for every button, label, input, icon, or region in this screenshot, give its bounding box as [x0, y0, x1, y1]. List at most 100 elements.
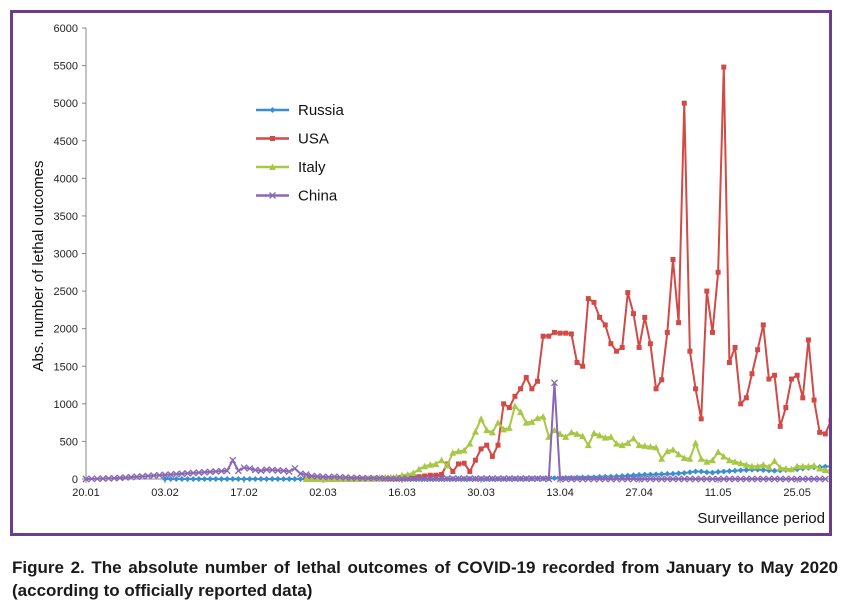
data-point-italy — [703, 458, 711, 465]
y-tick-label: 4000 — [54, 173, 78, 185]
data-point-italy — [449, 449, 457, 456]
data-point-usa — [822, 431, 828, 437]
data-point-usa — [817, 429, 823, 435]
data-point-italy — [522, 419, 530, 426]
data-point-usa — [597, 314, 603, 320]
data-point-usa — [828, 417, 829, 423]
data-point-china — [370, 474, 378, 482]
data-point-italy — [692, 439, 700, 446]
data-point-china — [816, 475, 824, 483]
data-point-italy — [759, 461, 767, 468]
data-point-china — [759, 475, 767, 483]
data-point-russia — [212, 476, 219, 482]
data-point-china — [821, 475, 829, 483]
data-point-china — [359, 474, 367, 482]
data-point-italy — [477, 415, 485, 422]
data-point-russia — [207, 476, 214, 482]
data-point-china — [528, 475, 536, 483]
data-point-china — [618, 475, 626, 483]
data-point-italy — [483, 426, 491, 434]
data-point-usa — [580, 363, 586, 369]
data-point-italy — [629, 434, 637, 442]
data-point-usa — [535, 378, 541, 384]
data-point-china — [477, 475, 485, 483]
data-point-china — [742, 475, 750, 483]
data-point-italy — [725, 456, 733, 464]
data-point-russia — [709, 469, 716, 476]
data-point-china — [511, 475, 519, 483]
data-point-russia — [280, 476, 287, 482]
data-point-italy — [466, 440, 474, 447]
data-point-china — [229, 456, 237, 464]
data-point-usa — [602, 322, 608, 328]
data-point-usa — [636, 344, 642, 350]
data-point-italy — [455, 447, 462, 455]
data-point-italy — [601, 434, 609, 441]
data-point-italy — [590, 429, 598, 437]
data-point-china — [601, 475, 609, 483]
data-point-italy — [635, 441, 643, 449]
data-point-china — [725, 475, 733, 483]
data-point-italy — [308, 475, 316, 482]
legend-item-italy: Italy — [256, 159, 326, 176]
data-point-china — [105, 474, 113, 482]
data-point-usa — [800, 395, 806, 401]
data-point-china — [308, 472, 316, 480]
data-point-italy — [494, 419, 502, 426]
data-point-italy — [325, 475, 333, 482]
data-point-china — [88, 475, 96, 483]
data-point-china — [415, 475, 423, 483]
data-point-china — [201, 468, 208, 476]
data-point-china — [703, 475, 711, 483]
data-point-usa — [461, 460, 467, 466]
data-point-china — [443, 475, 451, 483]
data-point-china — [409, 475, 417, 483]
series-usa — [303, 64, 829, 482]
data-point-usa — [772, 372, 778, 378]
data-point-usa — [681, 100, 687, 106]
data-point-china — [579, 475, 587, 483]
data-point-china — [505, 475, 513, 483]
legend-marker-russia — [269, 107, 276, 113]
x-tick-label: 27.04 — [625, 487, 653, 499]
data-point-china — [116, 474, 124, 482]
series-layer — [82, 64, 829, 483]
data-point-italy — [517, 408, 525, 416]
data-point-china — [291, 465, 299, 472]
data-point-china — [658, 475, 666, 483]
data-point-china — [748, 475, 756, 483]
data-point-russia — [828, 465, 829, 468]
data-point-usa — [647, 341, 653, 347]
data-point-usa — [738, 401, 744, 407]
data-point-usa — [585, 296, 591, 302]
data-point-china — [771, 475, 779, 483]
data-point-italy — [731, 458, 739, 465]
data-point-usa — [715, 269, 721, 275]
data-point-italy — [782, 464, 790, 472]
data-point-russia — [681, 469, 688, 476]
data-point-italy — [771, 457, 779, 464]
data-point-russia — [726, 468, 733, 475]
data-point-china — [387, 475, 395, 483]
legend-item-usa: USA — [256, 131, 329, 148]
data-point-italy — [579, 432, 587, 440]
data-point-china — [810, 475, 818, 483]
data-point-russia — [173, 476, 180, 482]
data-point-china — [353, 474, 361, 482]
data-point-russia — [257, 476, 264, 482]
data-point-china — [122, 474, 129, 481]
data-point-italy — [646, 443, 654, 450]
data-point-italy — [613, 440, 621, 447]
data-point-russia — [269, 476, 276, 482]
data-point-italy — [336, 475, 344, 482]
data-point-china — [522, 475, 530, 483]
data-point-italy — [686, 455, 694, 462]
data-point-usa — [811, 397, 817, 403]
data-point-china — [539, 475, 547, 483]
data-point-usa — [788, 376, 794, 382]
data-point-china — [669, 475, 677, 483]
data-point-china — [376, 474, 383, 482]
data-point-china — [590, 475, 598, 483]
data-point-italy — [714, 448, 722, 455]
data-point-italy — [534, 414, 542, 422]
